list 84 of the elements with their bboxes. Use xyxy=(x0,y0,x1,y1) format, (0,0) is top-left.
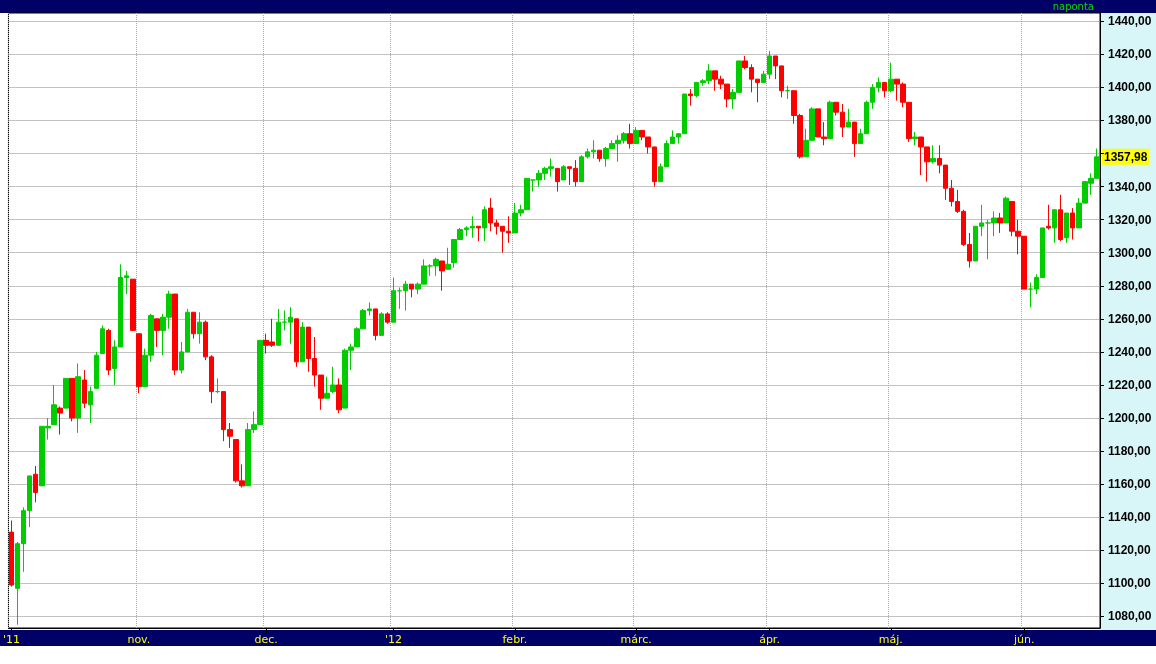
candlestick xyxy=(51,384,57,426)
candlestick xyxy=(827,100,833,140)
candlestick xyxy=(324,376,330,399)
candlestick xyxy=(276,308,281,346)
y-tick-label: 1280,00 xyxy=(1108,278,1152,293)
candlestick xyxy=(63,377,69,409)
candlestick xyxy=(191,311,196,340)
candlestick xyxy=(215,377,220,394)
candlestick xyxy=(294,318,299,368)
candlestick xyxy=(379,311,384,336)
candlestick xyxy=(300,321,305,363)
x-tick-label: dec. xyxy=(254,633,278,646)
candlestick xyxy=(555,167,560,193)
y-tick-label: 1180,00 xyxy=(1108,444,1152,459)
candlestick xyxy=(1070,207,1075,240)
candlestick xyxy=(888,62,894,93)
y-tick-label: 1160,00 xyxy=(1108,477,1152,492)
candlestick xyxy=(930,144,936,164)
x-tick-label: jún. xyxy=(1012,633,1035,646)
y-tick-label: 1220,00 xyxy=(1108,377,1152,392)
candlestick xyxy=(94,351,99,389)
candlestick xyxy=(688,88,693,107)
candlestick xyxy=(9,520,14,588)
candlestick xyxy=(136,333,142,394)
candlestick xyxy=(445,247,451,270)
candlestick xyxy=(912,131,918,146)
candlestick xyxy=(439,260,445,292)
candlestick xyxy=(373,308,378,341)
x-tick-label: '11 xyxy=(2,633,21,646)
candlestick xyxy=(482,205,487,242)
y-tick-label: 1300,00 xyxy=(1108,245,1152,260)
candlestick xyxy=(100,324,105,355)
candlestick xyxy=(882,81,887,98)
chart-subtitle: naponta xyxy=(1052,0,1095,12)
y-tick-label: 1140,00 xyxy=(1108,510,1152,525)
candlestick xyxy=(561,164,566,181)
candlestick xyxy=(476,225,481,242)
candlestick xyxy=(633,126,639,145)
y-tick-label: 1320,00 xyxy=(1108,212,1152,227)
candlestick xyxy=(197,311,202,345)
y-tick-label: 1340,00 xyxy=(1108,179,1152,194)
candlestick xyxy=(336,377,342,414)
candlestick xyxy=(172,293,178,376)
x-tick-label: máj. xyxy=(878,633,903,646)
candlestick xyxy=(82,369,87,409)
candlestick xyxy=(57,405,63,436)
x-tick-label: márc. xyxy=(620,633,652,646)
x-tick-label: nov. xyxy=(127,633,151,646)
candlestick xyxy=(33,465,38,503)
candlestick xyxy=(597,149,602,163)
candlestick xyxy=(75,362,81,434)
candlestick xyxy=(69,377,75,422)
candlestick xyxy=(1064,212,1069,244)
y-tick-label: 1440,00 xyxy=(1108,14,1152,29)
candlestick xyxy=(785,85,790,100)
candlestick xyxy=(1003,196,1009,224)
candlestick xyxy=(997,212,1003,234)
y-tick-label: 1260,00 xyxy=(1108,311,1152,326)
y-tick-label: 1420,00 xyxy=(1108,47,1152,62)
candlestick xyxy=(154,318,160,348)
y-tick-label: 1400,00 xyxy=(1108,80,1152,95)
candlestick xyxy=(130,278,136,331)
x-tick-label: febr. xyxy=(502,633,528,646)
candlestick xyxy=(852,121,857,158)
text: 1357,98 xyxy=(1104,149,1148,164)
candlestick xyxy=(627,123,633,150)
candlestick xyxy=(409,283,414,298)
candlestick xyxy=(1058,194,1063,242)
y-tick-label: 1380,00 xyxy=(1108,113,1152,128)
y-tick-label: 1240,00 xyxy=(1108,344,1152,359)
candlestick xyxy=(391,277,396,323)
y-tick-label: 1200,00 xyxy=(1108,411,1152,426)
candlestick xyxy=(1046,204,1051,231)
y-tick-label: 1100,00 xyxy=(1108,576,1152,591)
y-tick-label: 1080,00 xyxy=(1108,609,1152,624)
x-tick-label: ápr. xyxy=(759,633,780,646)
candlestick xyxy=(330,366,336,394)
candlestick xyxy=(1052,209,1057,244)
candlestick xyxy=(88,386,93,424)
candlestick xyxy=(106,328,111,376)
candlestick xyxy=(846,108,851,128)
y-tick-label: 1120,00 xyxy=(1108,543,1152,558)
candlestick xyxy=(385,311,390,325)
x-tick-label: '12 xyxy=(385,633,403,646)
